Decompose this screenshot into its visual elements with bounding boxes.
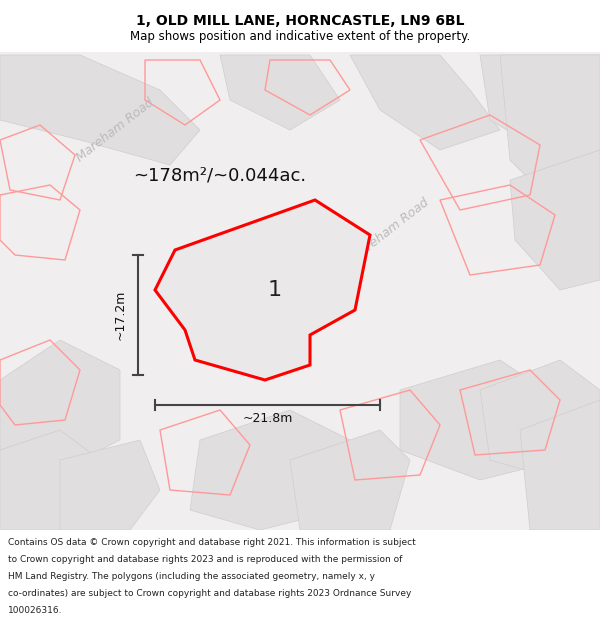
Text: Map shows position and indicative extent of the property.: Map shows position and indicative extent…	[130, 30, 470, 43]
Text: ~178m²/~0.044ac.: ~178m²/~0.044ac.	[133, 166, 307, 184]
Text: HM Land Registry. The polygons (including the associated geometry, namely x, y: HM Land Registry. The polygons (includin…	[8, 572, 375, 581]
Polygon shape	[155, 200, 370, 380]
Text: to Crown copyright and database rights 2023 and is reproduced with the permissio: to Crown copyright and database rights 2…	[8, 555, 403, 564]
Polygon shape	[480, 360, 600, 480]
Text: Mareham Road: Mareham Road	[74, 96, 156, 164]
Text: ~21.8m: ~21.8m	[242, 412, 293, 426]
Text: 1: 1	[268, 280, 282, 300]
Polygon shape	[510, 150, 600, 290]
Polygon shape	[290, 430, 410, 530]
Polygon shape	[400, 360, 560, 480]
Text: ~17.2m: ~17.2m	[113, 290, 127, 340]
Polygon shape	[0, 430, 100, 530]
Bar	[0, 530, 600, 625]
Polygon shape	[0, 55, 200, 165]
Text: 100026316.: 100026316.	[8, 606, 62, 615]
Bar	[0, 0, 600, 52]
Polygon shape	[190, 410, 350, 530]
Text: co-ordinates) are subject to Crown copyright and database rights 2023 Ordnance S: co-ordinates) are subject to Crown copyr…	[8, 589, 412, 598]
Polygon shape	[480, 55, 600, 150]
Polygon shape	[0, 340, 120, 470]
Polygon shape	[220, 55, 340, 130]
Text: 1, OLD MILL LANE, HORNCASTLE, LN9 6BL: 1, OLD MILL LANE, HORNCASTLE, LN9 6BL	[136, 14, 464, 28]
Polygon shape	[500, 55, 600, 210]
Polygon shape	[60, 440, 160, 530]
Text: Mareham Road: Mareham Road	[349, 196, 431, 264]
Bar	[0, 50, 600, 530]
Text: Contains OS data © Crown copyright and database right 2021. This information is : Contains OS data © Crown copyright and d…	[8, 538, 416, 547]
Polygon shape	[520, 400, 600, 530]
Polygon shape	[350, 55, 500, 150]
